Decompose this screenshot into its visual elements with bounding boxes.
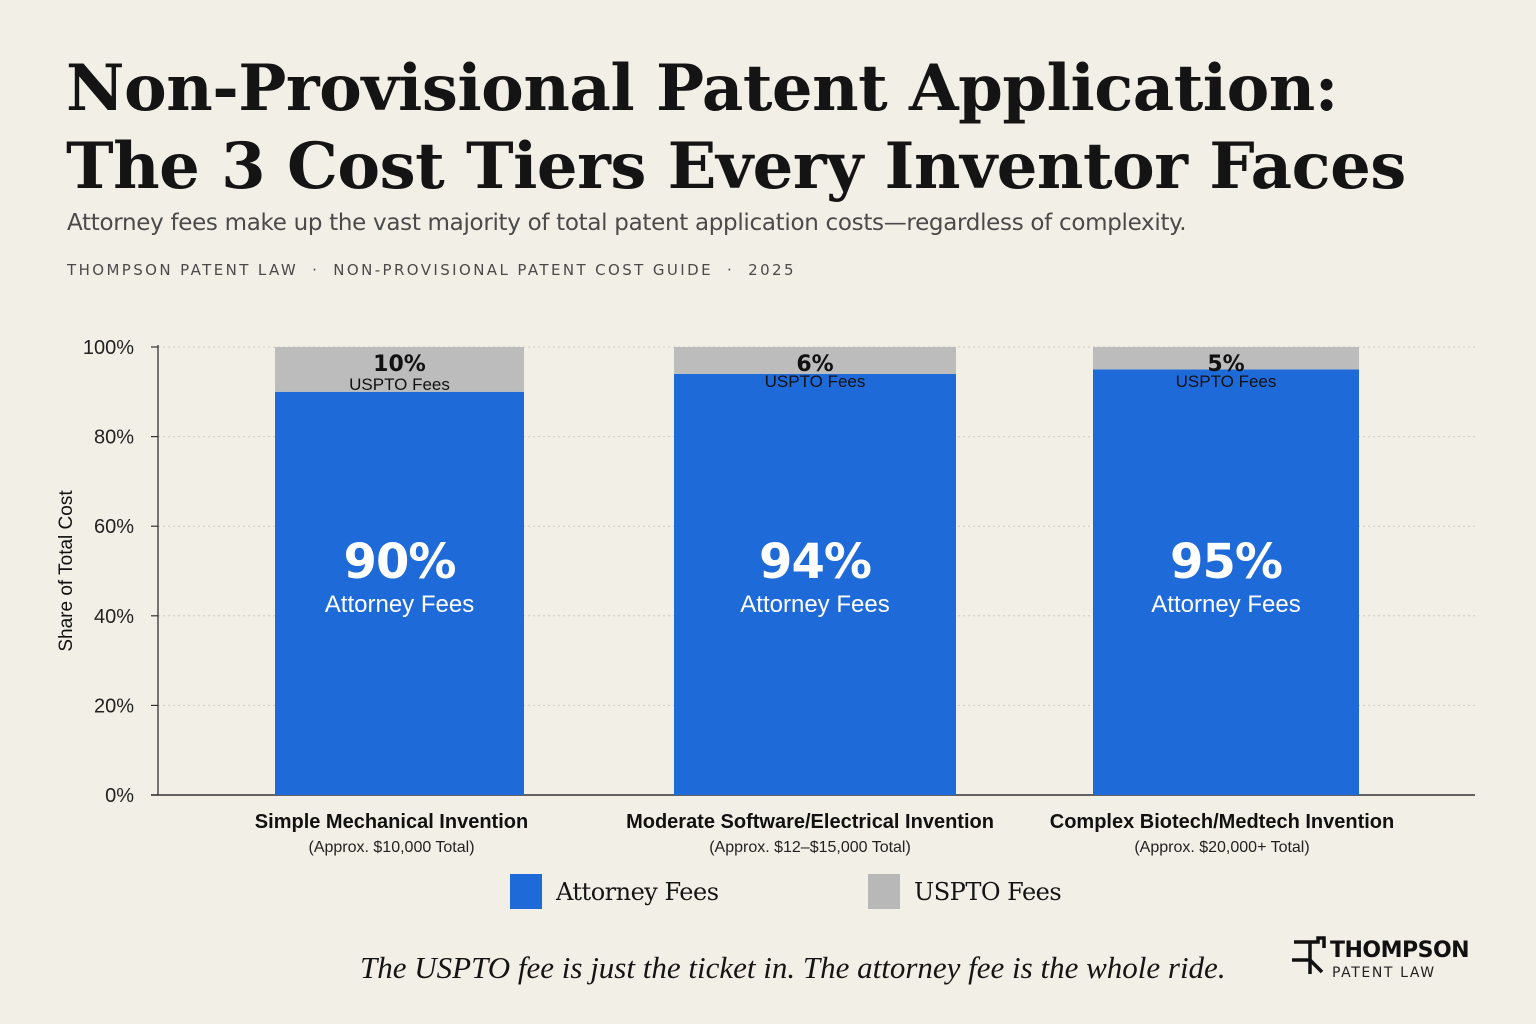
attorney-percent-label: 94% [759,534,871,590]
logo-mark-icon [1292,936,1326,974]
legend-item-attorney: Attorney Fees [510,874,719,909]
y-tick-label: 60% [94,516,134,538]
byline-guide: NON-PROVISIONAL PATENT COST GUIDE [333,261,713,279]
x-category-label: Complex Biotech/Medtech Invention [1050,811,1394,833]
byline-firm: THOMPSON PATENT LAW [67,261,299,279]
attorney-caption-label: Attorney Fees [740,591,889,618]
firm-logo: THOMPSON PATENT LAW [1290,934,1490,990]
x-category-label: Simple Mechanical Invention [255,811,528,833]
byline-separator-dot: · [312,261,320,279]
legend-swatch-uspto [868,874,900,909]
legend-label-attorney: Attorney Fees [556,877,719,906]
byline-year: 2025 [748,261,796,279]
uspto-caption-label: USPTO Fees [349,375,450,394]
attorney-percent-label: 95% [1170,534,1282,590]
legend-swatch-attorney [510,874,542,909]
uspto-percent-label: 10% [373,352,426,377]
bar-attorney-fees [1093,369,1359,795]
x-category-sublabel: (Approx. $20,000+ Total) [1134,839,1309,856]
attorney-caption-label: Attorney Fees [1151,591,1300,618]
bar-uspto-fees [674,347,956,374]
title-line-1: Non-Provisional Patent Application: [66,51,1338,126]
uspto-caption-label: USPTO Fees [1176,372,1277,391]
chart-subtitle: Attorney fees make up the vast majority … [67,210,1187,236]
uspto-percent-label: 5% [1207,352,1244,377]
x-category-label: Moderate Software/Electrical Invention [626,811,994,833]
attorney-percent-label: 90% [344,534,456,590]
y-tick-label: 0% [105,785,134,807]
bar-attorney-fees [275,391,524,795]
y-tick-label: 100% [83,337,134,359]
byline: THOMPSON PATENT LAW · NON-PROVISIONAL PATE… [67,261,796,279]
uspto-caption-label: USPTO Fees [765,372,866,391]
y-tick-label: 40% [94,606,134,628]
attorney-caption-label: Attorney Fees [325,591,474,618]
byline-separator-dot: · [726,261,735,279]
title-line-2: The 3 Cost Tiers Every Inventor Faces [66,129,1406,204]
y-tick-label: 80% [94,427,134,449]
logo-sub: PATENT LAW [1332,965,1436,981]
bar-attorney-fees [674,373,956,795]
tagline: The USPTO fee is just the ticket in. The… [360,950,1226,985]
bar-uspto-fees [275,347,524,392]
logo-name: THOMPSON [1330,938,1470,963]
x-category-sublabel: (Approx. $10,000 Total) [308,839,474,856]
x-category-sublabel: (Approx. $12–$15,000 Total) [709,839,911,856]
chart-title: Non-Provisional Patent Application: The … [66,50,1486,206]
y-axis-label: Share of Total Cost [56,490,77,652]
legend-label-uspto: USPTO Fees [914,877,1062,906]
y-tick-label: 20% [94,695,134,717]
legend-item-uspto: USPTO Fees [868,874,1062,909]
bar-uspto-fees [1093,347,1359,370]
uspto-percent-label: 6% [796,352,833,377]
chart-legend: Attorney Fees USPTO Fees [0,874,1536,914]
